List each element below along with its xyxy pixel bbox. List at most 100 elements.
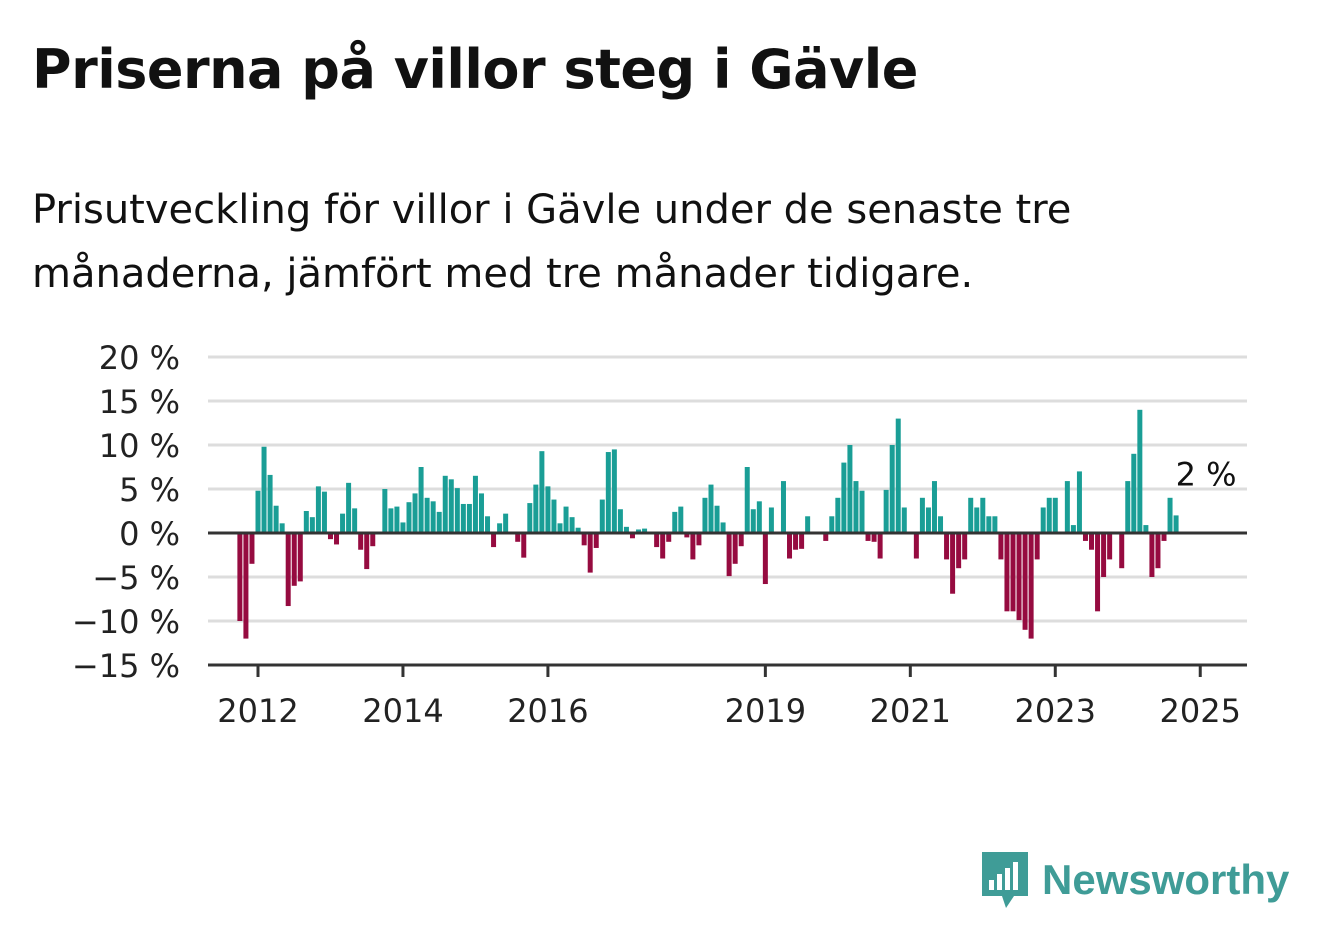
- bar: [919, 497, 925, 533]
- bar: [938, 516, 944, 533]
- bar: [334, 533, 340, 545]
- bar: [1010, 533, 1016, 612]
- bar: [1131, 453, 1137, 533]
- bar: [1155, 533, 1161, 569]
- bar: [956, 533, 962, 569]
- x-tick-label: 2021: [870, 692, 951, 730]
- bar: [944, 533, 950, 560]
- bar: [895, 418, 901, 533]
- bar: [666, 533, 672, 542]
- bar: [370, 533, 376, 547]
- bar: [841, 462, 847, 533]
- bar: [738, 533, 744, 547]
- bar: [466, 503, 472, 533]
- bar: [756, 501, 762, 533]
- bar: [1082, 533, 1088, 541]
- axes: [208, 531, 1247, 667]
- bar: [1125, 481, 1131, 533]
- bar: [1167, 497, 1173, 533]
- bar: [1076, 471, 1082, 533]
- bar: [472, 475, 478, 533]
- bar: [352, 508, 358, 533]
- bar: [968, 497, 974, 533]
- bar: [1028, 533, 1034, 639]
- bar: [394, 506, 400, 533]
- bar: [279, 523, 285, 533]
- gridlines: [208, 355, 1247, 623]
- bar: [998, 533, 1004, 560]
- bar: [992, 516, 998, 533]
- bar: [678, 506, 684, 533]
- bar: [1004, 533, 1010, 612]
- bar: [551, 499, 557, 533]
- bar: [1161, 533, 1167, 541]
- bar: [436, 511, 442, 533]
- bar: [787, 533, 793, 559]
- bar: [901, 507, 907, 533]
- y-axis-ticks: 20 % 15 % 10 % 5 % 0 % −5 % −10 % −15 %: [72, 339, 180, 685]
- x-tick-label: 2025: [1160, 692, 1241, 730]
- bar: [364, 533, 370, 570]
- bar: [672, 511, 678, 533]
- x-tick-label: 2014: [362, 692, 443, 730]
- bar: [575, 527, 581, 533]
- bar: [430, 501, 436, 533]
- bar: [406, 502, 412, 533]
- y-tick-label: −15 %: [72, 647, 180, 685]
- bar: [400, 522, 406, 533]
- bar: [599, 499, 605, 533]
- brand-logo: Newsworthy: [980, 850, 1289, 910]
- bar: [629, 533, 635, 539]
- bar: [883, 489, 889, 533]
- bar: [243, 533, 249, 639]
- bar: [925, 507, 931, 533]
- bar: [1101, 533, 1107, 577]
- bar: [1016, 533, 1022, 621]
- bar: [702, 497, 708, 533]
- bar: [974, 507, 980, 533]
- bar: [515, 533, 521, 542]
- bar: [533, 484, 539, 533]
- bar: [859, 490, 865, 533]
- bar-chart: 20 %15 %10 %5 %0 %−5 %−10 %−15 % 2012 201…: [72, 339, 1247, 730]
- bar: [696, 533, 702, 546]
- x-tick-label: 2016: [507, 692, 588, 730]
- last-value-label: 2 %: [1176, 455, 1237, 493]
- bar: [889, 445, 895, 533]
- bar: [636, 529, 642, 533]
- bar: [611, 449, 617, 533]
- bar: [1173, 515, 1179, 533]
- bar: [871, 533, 877, 542]
- bar: [291, 533, 297, 586]
- brand-name: Newsworthy: [1042, 856, 1290, 903]
- bar: [877, 533, 883, 559]
- bar: [412, 493, 418, 533]
- bar: [708, 484, 714, 533]
- bar: [593, 533, 599, 548]
- bar: [321, 491, 327, 533]
- bar: [853, 481, 859, 533]
- bar: [950, 533, 956, 594]
- bar: [980, 497, 986, 533]
- bars: [237, 409, 1179, 639]
- bar: [1089, 533, 1095, 550]
- bar: [460, 503, 466, 533]
- bar: [762, 533, 768, 585]
- bar: [732, 533, 738, 564]
- bar: [986, 516, 992, 533]
- bar: [297, 533, 303, 582]
- bar: [267, 474, 273, 533]
- bar: [714, 505, 720, 533]
- bar: [454, 488, 460, 533]
- bar: [1064, 481, 1070, 533]
- bar: [744, 467, 750, 533]
- bar: [273, 505, 279, 533]
- bar: [1119, 533, 1125, 569]
- bar: [442, 475, 448, 533]
- bar: [642, 528, 648, 533]
- y-tick-label: −10 %: [72, 603, 180, 641]
- bar: [491, 533, 497, 548]
- x-tick-label: 2012: [217, 692, 298, 730]
- bar: [768, 507, 774, 533]
- bar: [358, 533, 364, 550]
